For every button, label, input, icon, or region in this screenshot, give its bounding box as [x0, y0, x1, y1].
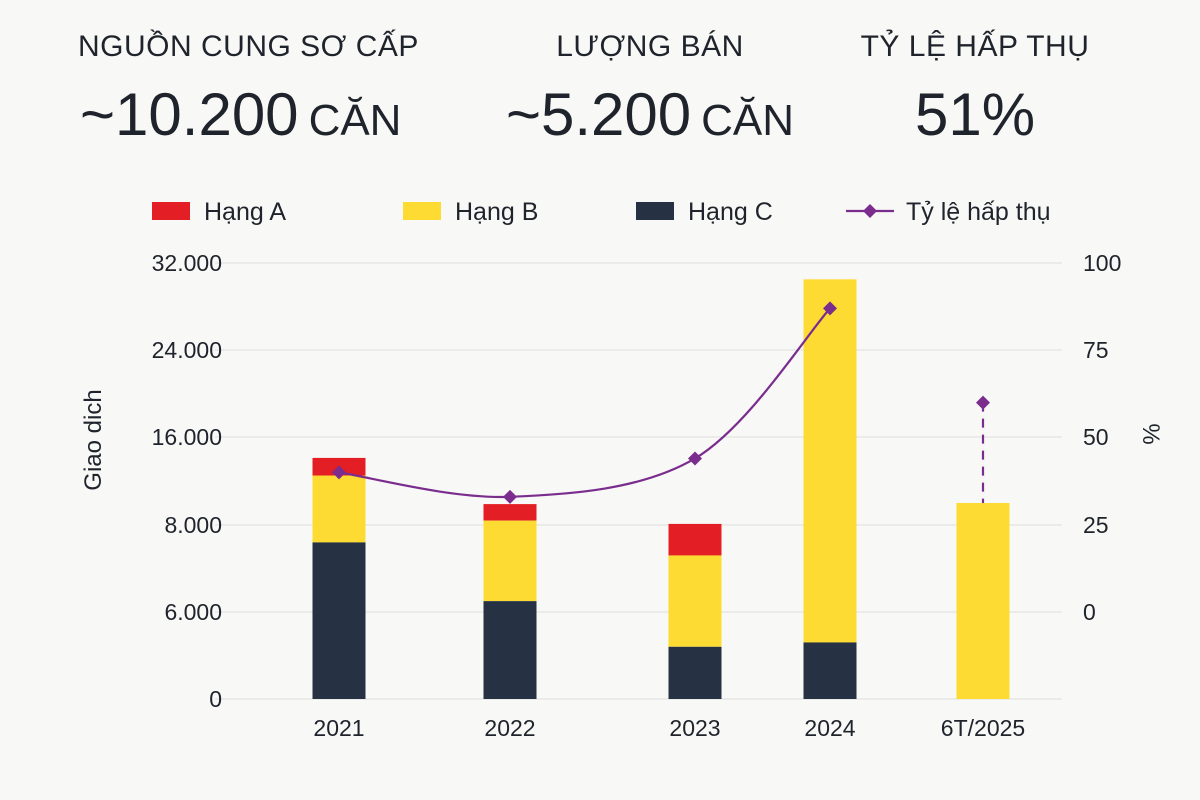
- kpi-unit: CĂN: [308, 96, 402, 145]
- y-left-tick-label: 8.000: [164, 512, 222, 538]
- kpi-label: NGUỒN CUNG SƠ CẤP: [78, 30, 419, 63]
- x-tick-label: 2022: [484, 715, 535, 741]
- absorption-point: [332, 465, 346, 480]
- y-right-tick-label: 0: [1083, 599, 1096, 625]
- kpi-value: ~10.200 CĂN: [80, 80, 438, 149]
- kpi-number: 51%: [914, 81, 1036, 148]
- legend-swatch-hang-a: [152, 202, 190, 220]
- y-right-axis-title: %: [1137, 423, 1164, 444]
- absorption-point: [688, 451, 702, 466]
- axes: 0 6.000 8.000 16.000 24.000 32.000 0 25 50 75 100 G…: [80, 250, 1164, 741]
- bar-segment-hang-c: [803, 642, 857, 699]
- x-tick-label: 2021: [313, 715, 364, 741]
- kpi-label: TỶ LỆ HẤP THỤ: [860, 30, 1090, 63]
- y-left-tick-label: 16.000: [152, 424, 222, 450]
- absorption-line: [332, 301, 990, 504]
- y-left-tick-label: 32.000: [152, 250, 222, 276]
- bar-segment-hang-b: [803, 279, 857, 643]
- bar-segment-hang-b: [668, 555, 722, 647]
- legend-label: Hạng A: [204, 198, 286, 226]
- x-tick-label: 2024: [804, 715, 855, 741]
- legend-label: Hạng B: [455, 198, 538, 226]
- kpi-label: LƯỢNG BÁN: [556, 30, 744, 63]
- kpi-value: 51%: [840, 80, 1110, 149]
- y-right-tick-label: 100: [1083, 250, 1121, 276]
- y-right-tick-label: 50: [1083, 424, 1109, 450]
- kpi-absorption-rate: TỶ LỆ HẤP THỤ 51%: [840, 30, 1110, 149]
- kpi-number: ~5.200: [505, 81, 692, 148]
- bar-segment-hang-c: [483, 601, 537, 699]
- bar-segment-hang-b: [483, 520, 537, 602]
- bar-segment-hang-a: [668, 523, 722, 556]
- kpi-value: ~5.200 CĂN: [500, 80, 800, 149]
- legend-swatch-hang-c: [636, 202, 674, 220]
- y-left-tick-label: 6.000: [164, 599, 222, 625]
- x-tick-label: 6T/2025: [941, 715, 1025, 741]
- bar-segment-hang-c: [668, 646, 722, 699]
- bar-segment-hang-a: [483, 504, 537, 521]
- y-right-tick-label: 75: [1083, 337, 1109, 363]
- bar-segment-hang-c: [312, 542, 366, 699]
- absorption-point: [976, 395, 990, 410]
- legend-diamond-icon: [863, 204, 877, 218]
- y-left-axis-title: Giao dich: [80, 389, 107, 490]
- y-right-tick-label: 25: [1083, 512, 1109, 538]
- absorption-point: [823, 301, 837, 316]
- absorption-point: [503, 489, 517, 504]
- legend-swatch-hang-b: [403, 202, 441, 220]
- y-left-tick-label: 0: [209, 686, 222, 712]
- bar-segment-hang-b: [312, 475, 366, 543]
- kpi-sales-volume: LƯỢNG BÁN ~5.200 CĂN: [500, 30, 800, 149]
- kpi-row: NGUỒN CUNG SƠ CẤP ~10.200 CĂN LƯỢNG BÁN ~…: [0, 0, 1200, 160]
- kpi-unit: CĂN: [701, 96, 795, 145]
- legend-label: Tỷ lệ hấp thụ: [906, 198, 1051, 226]
- bar-segment-hang-b: [956, 503, 1010, 699]
- legend-label: Hạng C: [688, 198, 773, 226]
- absorption-line-path: [338, 307, 831, 499]
- legend: Hạng A Hạng B Hạng C Tỷ lệ hấp thụ: [152, 198, 1051, 226]
- kpi-primary-supply: NGUỒN CUNG SƠ CẤP ~10.200 CĂN: [78, 30, 438, 149]
- kpi-number: ~10.200: [80, 81, 299, 148]
- x-tick-label: 2023: [669, 715, 720, 741]
- y-left-tick-label: 24.000: [152, 337, 222, 363]
- bars: [312, 279, 1010, 699]
